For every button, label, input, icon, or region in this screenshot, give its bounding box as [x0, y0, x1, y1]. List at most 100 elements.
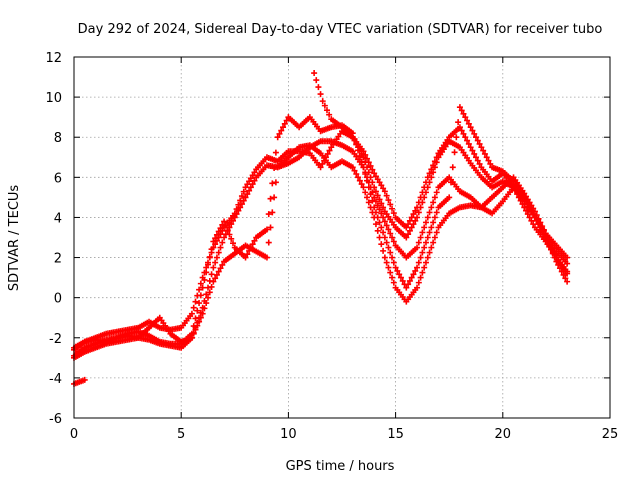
data-point — [215, 249, 222, 256]
data-point — [431, 214, 438, 221]
data-point — [371, 194, 378, 201]
data-point — [203, 300, 210, 307]
y-tick-label: 4 — [54, 211, 62, 226]
data-point — [210, 264, 217, 271]
data-point — [433, 209, 440, 216]
data-point — [192, 315, 199, 322]
data-point — [315, 84, 322, 91]
data-point — [451, 149, 458, 156]
data-point — [371, 170, 378, 177]
data-point — [374, 176, 381, 183]
data-point — [399, 277, 406, 284]
data-point — [326, 147, 333, 154]
data-point — [417, 194, 424, 201]
data-point — [389, 274, 396, 281]
data-point — [265, 239, 272, 246]
data-point — [376, 196, 383, 203]
data-point — [456, 124, 463, 131]
data-point — [389, 234, 396, 241]
data-point — [408, 224, 415, 231]
data-point — [244, 191, 251, 198]
data-point — [240, 188, 247, 195]
data-point — [228, 221, 235, 228]
data-point — [242, 184, 249, 191]
data-point — [281, 120, 288, 127]
series-track-4 — [71, 104, 571, 353]
data-point — [428, 204, 435, 211]
data-point — [474, 157, 481, 164]
data-point — [192, 326, 199, 333]
data-point — [283, 117, 290, 124]
data-point — [326, 111, 333, 118]
data-point — [371, 184, 378, 191]
data-point — [213, 231, 220, 238]
data-point — [430, 162, 437, 169]
data-point — [219, 261, 226, 268]
data-point — [564, 260, 571, 267]
data-point — [414, 204, 421, 211]
data-point — [424, 254, 431, 261]
data-point — [521, 194, 528, 201]
data-point — [226, 231, 233, 238]
data-point — [372, 188, 379, 195]
data-point — [349, 164, 356, 171]
data-point — [362, 151, 369, 158]
data-point — [417, 274, 424, 281]
data-point — [415, 259, 422, 266]
data-point — [408, 274, 415, 281]
data-point — [201, 305, 208, 312]
x-tick-label: 20 — [495, 427, 512, 442]
data-point — [464, 137, 471, 144]
data-point — [471, 150, 478, 157]
data-point — [430, 199, 437, 206]
data-point — [483, 154, 490, 161]
data-point — [419, 189, 426, 196]
data-point — [385, 197, 392, 204]
data-point — [242, 194, 249, 201]
data-point — [380, 247, 387, 254]
data-point — [421, 184, 428, 191]
data-point — [564, 254, 571, 261]
data-point — [530, 211, 537, 218]
data-point — [364, 177, 371, 184]
data-point — [424, 174, 431, 181]
x-tick-label: 0 — [70, 427, 78, 442]
data-point — [233, 206, 240, 213]
data-point — [456, 104, 463, 111]
data-point — [564, 278, 571, 285]
data-point — [203, 291, 210, 298]
data-point — [396, 271, 403, 278]
data-point — [380, 229, 387, 236]
data-point — [217, 265, 224, 272]
x-tick-label: 10 — [280, 427, 297, 442]
data-point — [376, 206, 383, 213]
data-point — [221, 234, 228, 241]
data-point — [365, 199, 372, 206]
data-point — [467, 144, 474, 151]
axes: 0 5 10 15 20 25 -6 -4 -2 0 2 4 6 8 10 12 — [45, 51, 618, 442]
data-point — [378, 224, 385, 231]
data-point — [421, 224, 428, 231]
y-tick-label: -4 — [49, 372, 62, 387]
data-point — [480, 147, 487, 154]
chart-title: Day 292 of 2024, Sidereal Day-to-day VTE… — [78, 22, 603, 37]
data-point — [311, 70, 318, 77]
data-point — [317, 91, 324, 98]
data-point — [380, 204, 387, 211]
data-point — [213, 254, 220, 261]
data-point — [473, 154, 479, 161]
data-point — [519, 201, 526, 208]
data-point — [203, 269, 210, 276]
data-point — [433, 229, 440, 236]
series-layer — [71, 70, 571, 387]
data-point — [415, 239, 422, 246]
data-point — [410, 221, 417, 228]
data-point — [196, 286, 203, 293]
data-point — [403, 224, 410, 231]
data-point — [235, 201, 242, 208]
data-point — [426, 209, 433, 216]
data-point — [381, 234, 388, 241]
data-point — [267, 195, 274, 202]
data-point — [378, 210, 385, 217]
data-point — [424, 214, 431, 221]
